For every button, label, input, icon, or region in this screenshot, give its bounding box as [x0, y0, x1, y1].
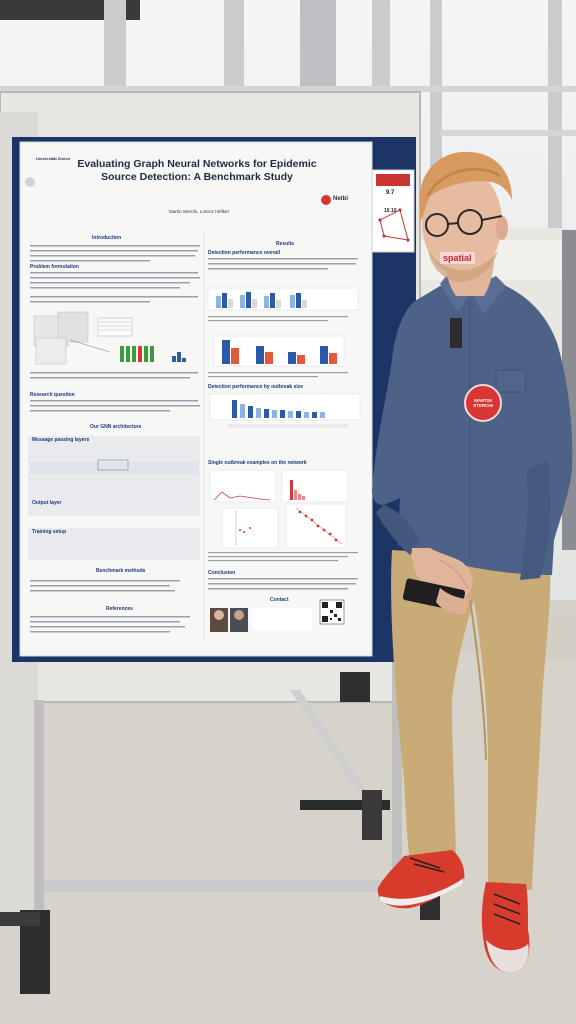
- section-introduction: Introduction: [92, 235, 122, 241]
- room-sign-number-bottom: 10.10: [384, 208, 397, 214]
- uzh-logo: [22, 152, 72, 170]
- section-output: Output layer: [32, 500, 62, 506]
- name-badge: MARTIN STERCHI: [464, 384, 502, 422]
- poster-authors: Martin Sterchi, Lorenz Hilfiker: [168, 209, 230, 214]
- section-detection: Detection performance overall: [208, 250, 280, 256]
- section-detection-size: Detection performance by outbreak size: [208, 384, 304, 390]
- university-logo-text: Universität Zürich: [36, 156, 71, 161]
- section-conclusion: Conclusion: [208, 570, 236, 576]
- section-training: Training setup: [32, 529, 67, 535]
- hair: [419, 151, 512, 222]
- qr-code-icon: [319, 599, 345, 625]
- poster-scatter-figures: [209, 469, 349, 549]
- room-sign-number-top: 9.7: [386, 190, 395, 196]
- poster-network-figure: [33, 311, 186, 365]
- poster-bar-chart-3: [209, 393, 361, 428]
- poster-right-text: [208, 258, 358, 590]
- section-research-question: Research question: [30, 392, 75, 398]
- section-gnn: Our GNN architecture: [90, 424, 142, 430]
- poster-title: Evaluating Graph Neural Networks for Epi…: [77, 158, 317, 183]
- poster-bar-chart-1: [207, 287, 359, 311]
- section-results: Results: [276, 241, 295, 247]
- section-benchmark: Benchmark methods: [96, 568, 146, 574]
- section-problem: Problem formulation: [30, 264, 79, 270]
- background-sign-text: spatial: [440, 252, 475, 264]
- section-single-run: Single outbreak examples on the network: [208, 460, 307, 466]
- badge-line-1: MARTIN: [474, 398, 492, 403]
- person-presenter: [372, 151, 573, 973]
- section-message-passing: Message passing layers: [32, 437, 90, 443]
- badge-line-2: STERCHI: [473, 403, 493, 408]
- head: [422, 168, 502, 276]
- poster-bar-chart-2: [213, 335, 345, 367]
- shirt: [372, 286, 573, 575]
- glasses: [425, 209, 503, 237]
- section-references: References: [106, 606, 133, 612]
- section-contact: Contact: [270, 597, 289, 603]
- netbi-logo: Netbi: [333, 196, 348, 202]
